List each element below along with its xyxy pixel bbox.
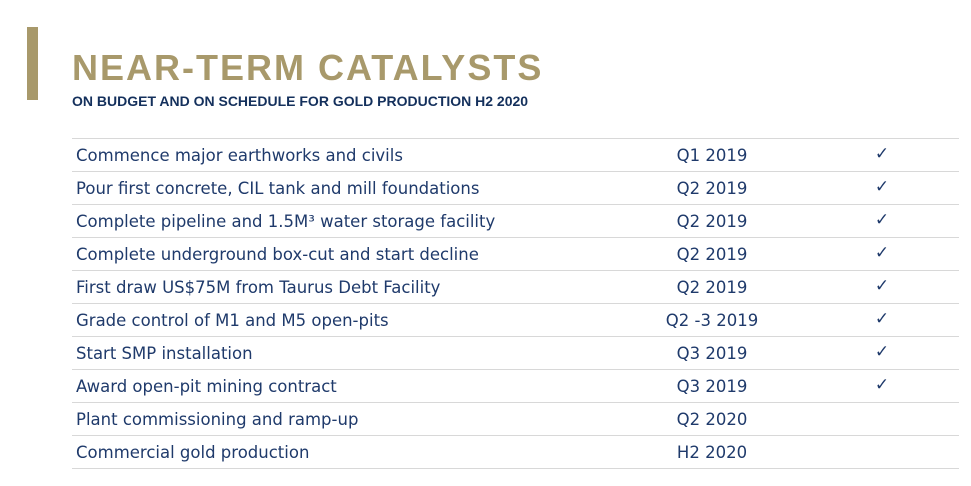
checkmark-icon: ✓	[874, 375, 890, 395]
checkmark-icon: ✓	[874, 342, 890, 362]
task-cell: Commercial gold production	[76, 443, 310, 462]
task-cell: Pour first concrete, CIL tank and mill f…	[76, 179, 480, 198]
date-cell: Q3 2019	[676, 377, 748, 396]
table-row: Commercial gold production H2 2020	[72, 436, 959, 469]
task-cell: First draw US$75M from Taurus Debt Facil…	[76, 278, 441, 297]
checkmark-icon: ✓	[874, 177, 890, 197]
checkmark-icon: ✓	[874, 276, 890, 296]
table-row: Plant commissioning and ramp-up Q2 2020	[72, 403, 959, 436]
checkmark-icon: ✓	[874, 243, 890, 263]
page-title: NEAR-TERM CATALYSTS	[72, 47, 544, 88]
task-cell: Commence major earthworks and civils	[76, 146, 403, 165]
table-row: Complete pipeline and 1.5M³ water storag…	[72, 205, 959, 238]
date-cell: Q2 2019	[676, 245, 748, 264]
date-cell: Q2 2020	[676, 410, 748, 429]
accent-bar	[27, 27, 38, 100]
task-cell: Award open-pit mining contract	[76, 377, 337, 396]
table-row: Complete underground box-cut and start d…	[72, 238, 959, 271]
task-cell: Start SMP installation	[76, 344, 253, 363]
date-cell: H2 2020	[676, 443, 748, 462]
table-row: First draw US$75M from Taurus Debt Facil…	[72, 271, 959, 304]
checkmark-icon: ✓	[874, 144, 890, 164]
date-cell: Q2 2019	[676, 212, 748, 231]
catalysts-table: Commence major earthworks and civils Q1 …	[72, 138, 959, 469]
date-cell: Q1 2019	[676, 146, 748, 165]
table-row: Start SMP installation Q3 2019 ✓	[72, 337, 959, 370]
page-subtitle: ON BUDGET AND ON SCHEDULE FOR GOLD PRODU…	[72, 93, 529, 109]
task-cell: Grade control of M1 and M5 open-pits	[76, 311, 389, 330]
date-cell: Q2 -3 2019	[665, 311, 759, 330]
checkmark-icon: ✓	[874, 210, 890, 230]
date-cell: Q2 2019	[676, 179, 748, 198]
task-cell: Complete underground box-cut and start d…	[76, 245, 479, 264]
date-cell: Q2 2019	[676, 278, 748, 297]
task-cell: Plant commissioning and ramp-up	[76, 410, 359, 429]
task-cell: Complete pipeline and 1.5M³ water storag…	[76, 212, 496, 231]
date-cell: Q3 2019	[676, 344, 748, 363]
table-row: Pour first concrete, CIL tank and mill f…	[72, 172, 959, 205]
table-row: Award open-pit mining contract Q3 2019 ✓	[72, 370, 959, 403]
checkmark-icon: ✓	[874, 309, 890, 329]
table-row: Grade control of M1 and M5 open-pits Q2 …	[72, 304, 959, 337]
table-row: Commence major earthworks and civils Q1 …	[72, 139, 959, 172]
